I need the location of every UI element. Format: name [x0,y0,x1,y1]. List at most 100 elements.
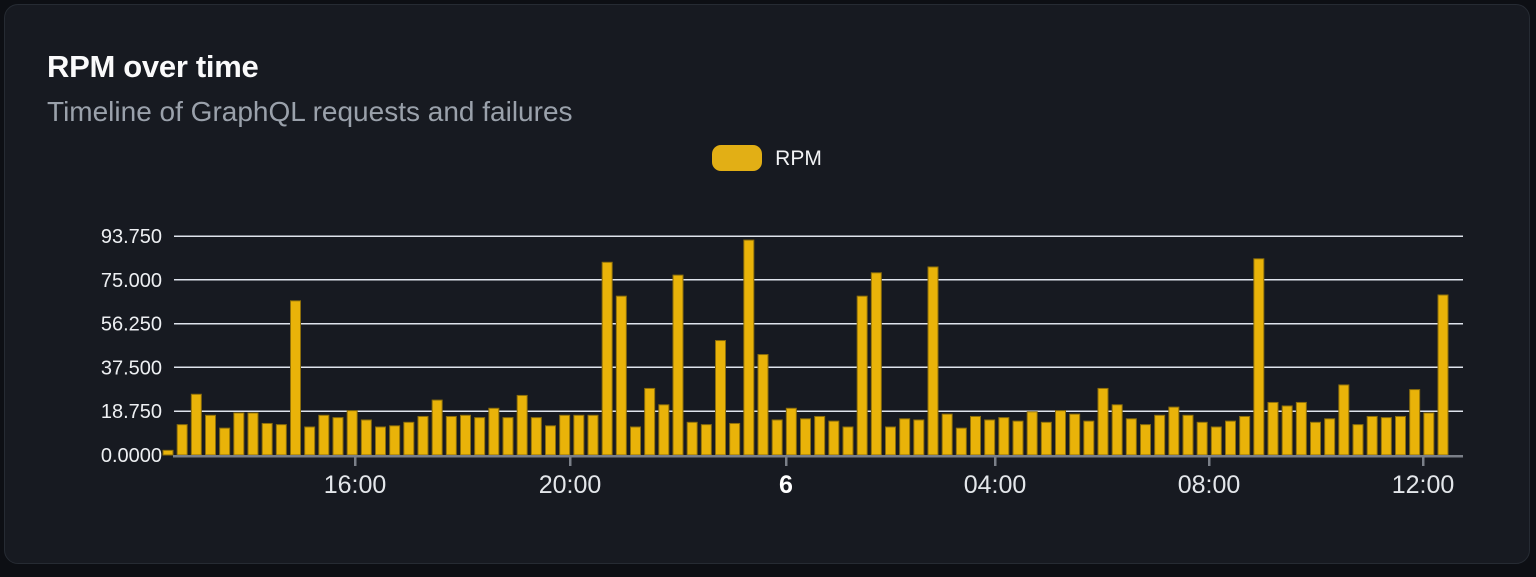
rpm-bar[interactable] [715,340,726,456]
rpm-bar[interactable] [219,427,231,456]
rpm-bar[interactable] [1210,426,1222,456]
rpm-bar[interactable] [346,410,358,456]
rpm-bar[interactable] [1324,418,1336,456]
rpm-bar[interactable] [630,426,641,456]
rpm-bar[interactable] [275,424,287,456]
rpm-bar[interactable] [1239,415,1251,456]
rpm-bar[interactable] [885,426,896,456]
legend-rpm-swatch[interactable] [712,145,763,171]
rpm-bar[interactable] [1125,418,1137,456]
rpm-bar[interactable] [1055,410,1066,456]
rpm-bar[interactable] [488,407,500,456]
rpm-bar[interactable] [1295,401,1307,456]
rpm-bar[interactable] [899,418,911,456]
rpm-bar[interactable] [970,415,981,456]
rpm-bar[interactable] [190,393,202,456]
rpm-bar[interactable] [1338,384,1350,456]
rpm-bar[interactable] [941,413,953,456]
rpm-bar[interactable] [375,426,386,456]
rpm-bar[interactable] [474,417,486,456]
rpm-timeline-chart[interactable]: 0.0000 18.750 37.500 56.250 75.000 93.750 16:0… [5,5,1536,577]
rpm-bar[interactable] [1395,415,1406,456]
rpm-bar[interactable] [332,417,344,456]
rpm-bar[interactable] [530,417,542,456]
x-axis-label: 08:00 [1178,471,1241,499]
rpm-bar[interactable] [559,414,571,456]
rpm-bar[interactable] [800,418,811,456]
rpm-bar[interactable] [176,424,188,456]
rpm-bar[interactable] [1069,413,1081,456]
rpm-bar[interactable] [502,417,514,456]
rpm-bar[interactable] [304,426,316,456]
rpm-bar[interactable] [1409,389,1421,456]
rpm-bar[interactable] [814,415,826,456]
rpm-bar[interactable] [601,261,613,456]
rpm-bar[interactable] [658,404,670,456]
rpm-bar[interactable] [587,414,599,456]
rpm-bar[interactable] [743,239,755,456]
rpm-bar[interactable] [984,419,996,456]
rpm-bar[interactable] [998,417,1010,456]
rpm-bar[interactable] [233,412,245,456]
rpm-bar[interactable] [1366,415,1378,456]
rpm-bar[interactable] [516,394,528,456]
rpm-bar[interactable] [828,420,840,456]
rpm-bar[interactable] [460,414,471,456]
rpm-bar[interactable] [445,415,457,456]
rpm-bar[interactable] [1026,411,1038,456]
rpm-bar[interactable] [360,419,372,456]
x-axis-label: 12:00 [1392,471,1455,499]
rpm-bar[interactable] [417,415,429,456]
rpm-bar[interactable] [1182,414,1194,456]
rpm-bar[interactable] [1168,406,1180,456]
rpm-bar[interactable] [573,414,585,456]
rpm-bar[interactable] [615,295,627,456]
rpm-bar[interactable] [318,414,330,456]
rpm-bar[interactable] [870,272,882,456]
rpm-bar[interactable] [205,414,216,456]
rpm-bar[interactable] [162,449,174,456]
rpm-bar[interactable] [700,424,712,456]
rpm-bar[interactable] [290,300,301,456]
rpm-bar[interactable] [1225,420,1236,456]
rpm-bar[interactable] [686,421,698,456]
rpm-bar[interactable] [545,425,556,456]
rpm-bar[interactable] [913,419,925,456]
rpm-bar[interactable] [1267,401,1279,456]
rpm-bar[interactable] [842,426,854,456]
rpm-bar[interactable] [261,422,273,456]
rpm-bar[interactable] [757,354,769,456]
chart-subtitle: Timeline of GraphQL requests and failure… [47,96,573,127]
rpm-bar[interactable] [955,427,967,456]
rpm-bar[interactable] [927,266,939,456]
rpm-bar[interactable] [389,425,401,456]
rpm-bar[interactable] [1140,424,1151,456]
rpm-bar[interactable] [856,295,868,456]
rpm-bar[interactable] [247,412,259,456]
rpm-bar[interactable] [1253,258,1265,456]
rpm-bar[interactable] [644,387,656,456]
rpm-bar[interactable] [1380,417,1392,456]
rpm-bar[interactable] [1012,420,1024,456]
y-axis-label: 37.500 [101,357,162,379]
rpm-bar[interactable] [1196,421,1208,456]
rpm-bar[interactable] [1281,405,1293,456]
rpm-bar[interactable] [1040,421,1052,456]
rpm-bar[interactable] [431,399,443,456]
rpm-bar[interactable] [1352,424,1364,456]
rpm-bar[interactable] [672,274,684,456]
x-axis-label: 16:00 [324,471,387,499]
rpm-bar[interactable] [1083,420,1095,456]
legend-rpm-label[interactable]: RPM [775,146,822,170]
rpm-bar[interactable] [1097,387,1109,456]
rpm-chart-card: RPM over time Timeline of GraphQL reques… [4,4,1530,564]
rpm-bar[interactable] [771,419,783,456]
rpm-bar[interactable] [1423,412,1435,456]
rpm-bar[interactable] [1154,414,1166,456]
rpm-bar[interactable] [785,407,797,456]
rpm-bar[interactable] [1111,404,1123,456]
rpm-bar[interactable] [403,421,415,456]
rpm-bar[interactable] [1310,421,1321,456]
rpm-bar[interactable] [1437,294,1449,456]
rpm-bar[interactable] [729,422,741,456]
